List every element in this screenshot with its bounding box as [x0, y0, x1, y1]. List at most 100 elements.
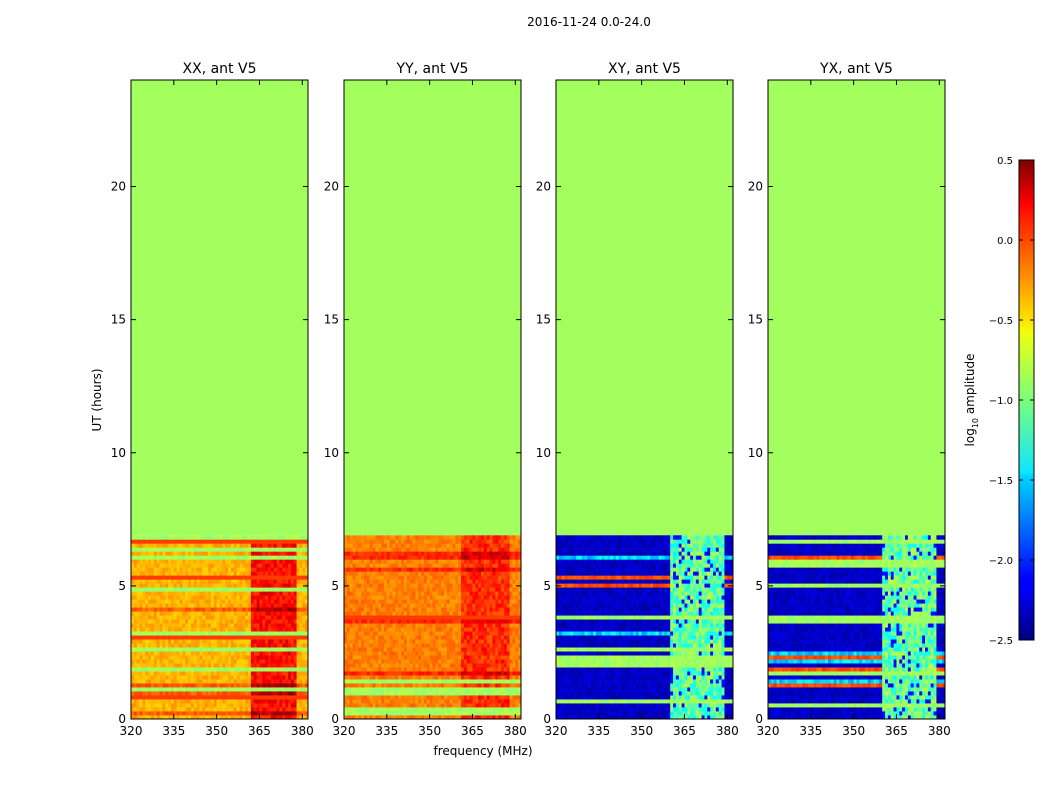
heatmap-cell	[250, 639, 255, 644]
heatmap-cell	[441, 611, 445, 616]
heatmap-cell	[421, 659, 425, 664]
heatmap-cell	[401, 667, 405, 672]
heatmap-cell	[256, 619, 260, 624]
heatmap-cell	[305, 691, 309, 696]
heatmap-cell	[386, 639, 391, 644]
heatmap-cell	[236, 535, 240, 540]
heatmap-cell	[415, 667, 419, 672]
heatmap-cell	[472, 695, 476, 700]
heatmap-cell	[150, 627, 155, 632]
heatmap-cell	[282, 659, 286, 664]
heatmap-cell	[358, 699, 362, 704]
heatmap-cell	[205, 639, 209, 644]
heatmap-cell	[426, 623, 431, 628]
heatmap-cell	[262, 635, 266, 640]
heatmap-cell	[515, 623, 519, 628]
heatmap-cell	[302, 695, 306, 700]
heatmap-cell	[236, 603, 240, 608]
heatmap-cell	[344, 667, 348, 672]
heatmap-cell	[299, 679, 303, 684]
heatmap-cell	[452, 611, 456, 616]
heatmap-cell	[378, 671, 382, 676]
heatmap-cell	[418, 635, 422, 640]
heatmap-cell	[421, 595, 425, 600]
heatmap-cell	[162, 631, 166, 636]
heatmap-cell	[162, 647, 166, 652]
heatmap-cell	[199, 651, 203, 656]
heatmap-cell	[358, 635, 362, 640]
heatmap-cell	[210, 607, 215, 612]
heatmap-cell	[435, 603, 439, 608]
heatmap-cell	[205, 647, 209, 652]
heatmap-cell	[403, 707, 408, 712]
heatmap-cell	[461, 675, 465, 680]
heatmap-cell	[466, 619, 471, 624]
heatmap-cell	[352, 611, 356, 616]
heatmap-cell	[190, 611, 195, 616]
heatmap-cell	[236, 707, 240, 712]
heatmap-cell	[418, 679, 422, 684]
heatmap-cell	[418, 631, 422, 636]
heatmap-cell	[136, 647, 140, 652]
heatmap-cell	[205, 563, 209, 568]
heatmap-cell	[139, 711, 143, 716]
heatmap-cell	[299, 643, 303, 648]
heatmap-cell	[168, 699, 172, 704]
heatmap-cell	[478, 711, 482, 716]
heatmap-cell	[389, 687, 393, 692]
heatmap-cell	[495, 607, 499, 612]
heatmap-cell	[216, 651, 220, 656]
heatmap-cell	[501, 599, 505, 604]
heatmap-cell	[230, 691, 235, 696]
heatmap-cell	[133, 707, 138, 712]
heatmap-cell	[449, 587, 453, 592]
heatmap-cell	[210, 695, 215, 700]
heatmap-cell	[150, 655, 155, 660]
heatmap-cell	[176, 707, 180, 712]
heatmap-cell	[259, 627, 263, 632]
heatmap-cell	[268, 651, 272, 656]
heatmap-cell	[256, 567, 260, 572]
heatmap-cell	[395, 631, 399, 636]
heatmap-cell	[188, 695, 192, 700]
heatmap-cell	[305, 679, 309, 684]
heatmap-cell	[352, 591, 356, 596]
heatmap-cell	[478, 683, 482, 688]
heatmap-cell	[423, 599, 428, 604]
heatmap-cell	[386, 671, 391, 676]
heatmap-cell	[506, 683, 510, 688]
heatmap-cell	[136, 627, 140, 632]
heatmap-cell	[429, 659, 433, 664]
heatmap-cell	[363, 687, 368, 692]
heatmap-cell	[193, 663, 198, 668]
heatmap-cell	[156, 579, 160, 584]
heatmap-cell	[131, 631, 135, 636]
heatmap-cell	[173, 655, 178, 660]
heatmap-cell	[398, 635, 402, 640]
heatmap-cell	[492, 591, 496, 596]
heatmap-cell	[253, 671, 258, 676]
heatmap-cell	[273, 583, 277, 588]
heatmap-cell	[483, 647, 488, 652]
heatmap-cell	[429, 703, 433, 708]
heatmap-cell	[153, 671, 158, 676]
heatmap-cell	[503, 599, 508, 604]
heatmap-cell	[299, 631, 303, 636]
heatmap-cell	[142, 679, 146, 684]
heatmap-cell	[262, 619, 266, 624]
heatmap-cell	[176, 539, 180, 544]
heatmap-cell	[142, 703, 146, 708]
heatmap-cell	[256, 571, 260, 576]
heatmap-cell	[276, 627, 280, 632]
heatmap-cell	[270, 687, 275, 692]
heatmap-cell	[446, 707, 451, 712]
heatmap-cell	[403, 691, 408, 696]
heatmap-cell	[466, 651, 471, 656]
heatmap-cell	[222, 563, 226, 568]
heatmap-cell	[288, 627, 292, 632]
heatmap-cell	[285, 627, 289, 632]
heatmap-cell	[262, 579, 266, 584]
heatmap-cell	[518, 643, 522, 648]
heatmap-cell	[168, 683, 172, 688]
heatmap-cell	[475, 651, 479, 656]
